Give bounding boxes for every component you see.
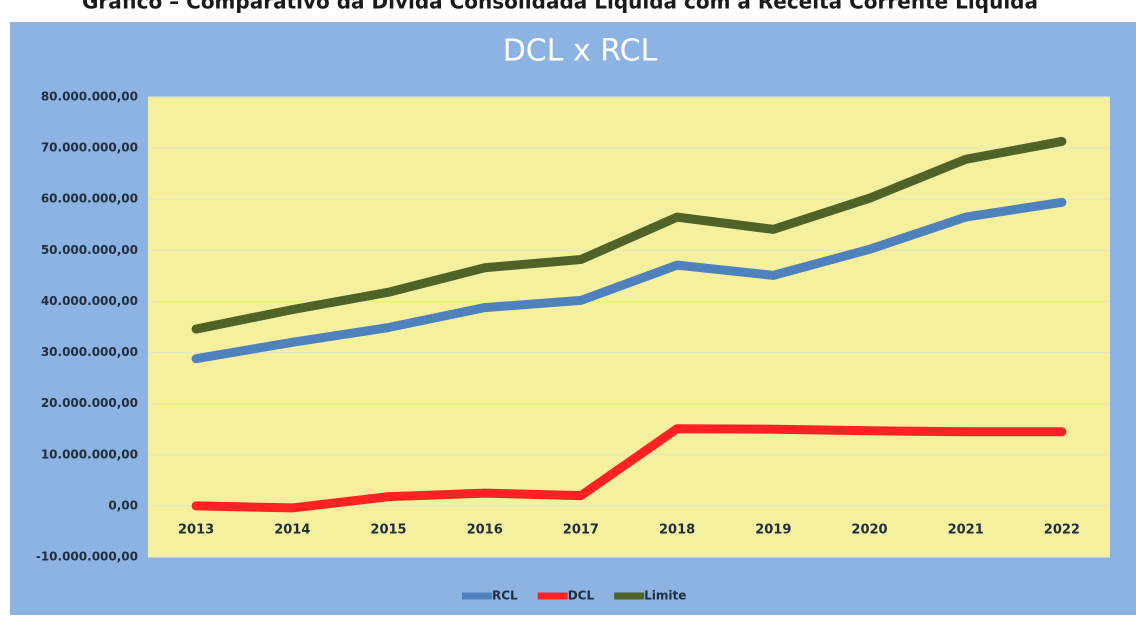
x-tick-label: 2022 (1044, 523, 1080, 538)
line-series (191, 136, 1067, 334)
y-tick-label: 0,00 (108, 498, 138, 512)
y-tick-label: 30.000.000,00 (41, 345, 138, 359)
line-series (191, 424, 1067, 513)
y-tick-label: 50.000.000,00 (41, 243, 138, 257)
plot-area (148, 97, 1110, 557)
y-tick-label: 70.000.000,00 (41, 141, 138, 155)
x-tick-label: 2013 (178, 523, 214, 538)
x-tick-label: 2017 (563, 523, 599, 538)
x-tick-label: 2021 (948, 523, 984, 538)
line-series (191, 197, 1067, 364)
x-tick-label: 2018 (659, 523, 695, 538)
y-tick-label: 40.000.000,00 (41, 294, 138, 308)
x-tick-label: 2016 (467, 523, 503, 538)
chart-title: DCL x RCL (503, 34, 658, 69)
x-tick-label: 2014 (274, 523, 310, 538)
x-tick-label: 2019 (755, 523, 791, 538)
x-tick-label: 2015 (370, 523, 406, 538)
legend-label: DCL (568, 589, 595, 603)
page-caption: Gráfico – Comparativo da Dívida Consolid… (82, 0, 1038, 14)
y-tick-label: -10.000.000,00 (36, 550, 138, 564)
y-tick-label: 80.000.000,00 (41, 90, 138, 104)
y-tick-label: 10.000.000,00 (41, 447, 138, 461)
x-tick-label: 2020 (851, 523, 887, 538)
legend-label: Limite (644, 589, 686, 603)
y-tick-label: 60.000.000,00 (41, 192, 138, 206)
y-tick-label: 20.000.000,00 (41, 396, 138, 410)
legend-label: RCL (492, 589, 518, 603)
